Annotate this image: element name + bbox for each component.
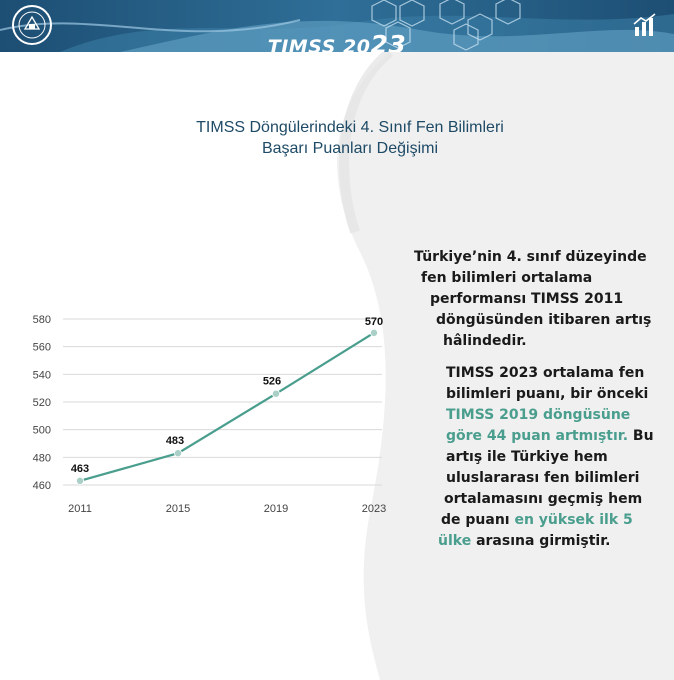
paragraph1-line: hâlindedir. (443, 332, 527, 351)
paragraph2-line: de puanı en yüksek ilk 5 (441, 511, 633, 530)
data-label-2015: 483 (166, 435, 184, 447)
chart-title-line-1: TIMSS Döngülerindeki 4. Sınıf Fen Biliml… (196, 119, 504, 136)
y-tick-label: 500 (33, 425, 51, 437)
body-text: performansı TIMSS 2011 (430, 291, 624, 307)
brand-logo: TIMSS 2023 (267, 30, 407, 52)
data-label-2023: 570 (365, 316, 383, 328)
series-line (79, 331, 375, 482)
highlight-text: en yüksek ilk 5 (514, 512, 633, 528)
chart-title: TIMSS Döngülerindeki 4. Sınıf Fen Biliml… (140, 117, 560, 159)
paragraph1-line: Türkiye’nin 4. sınıf düzeyinde (414, 248, 647, 267)
background-shape (0, 52, 394, 680)
paragraph2-line: ülke arasına girmiştir. (438, 532, 610, 551)
body-text: bilimleri puanı, bir önceki (446, 386, 649, 402)
x-tick-label: 2023 (362, 503, 386, 515)
y-tick-label: 520 (33, 397, 51, 409)
data-label-2019: 526 (263, 376, 281, 388)
body-text: Bu (628, 428, 654, 444)
data-point-2011 (76, 476, 85, 485)
paragraph2-line: bilimleri puanı, bir önceki (446, 385, 648, 404)
data-label-2011: 463 (71, 463, 89, 475)
body-text: hâlindedir. (443, 333, 527, 349)
paragraph2-line: ortalamasını geçmiş hem (444, 490, 642, 509)
body-text: fen bilimleri ortalama (421, 270, 593, 286)
paragraph2-line: uluslararası fen bilimleri (446, 469, 639, 488)
highlight-text: ülke (438, 533, 472, 549)
highlight-text: TIMSS 2019 döngüsüne (446, 407, 631, 423)
data-point-2023 (369, 328, 378, 337)
body-text: arasına girmiştir. (471, 533, 611, 549)
paragraph2-line: TIMSS 2023 ortalama fen (446, 364, 644, 383)
paragraph2-line: artış ile Türkiye hem (446, 448, 608, 467)
paragraph1-line: performansı TIMSS 2011 (430, 290, 623, 309)
y-tick-label: 580 (33, 314, 51, 326)
body-text: döngüsünden itibaren artış (436, 312, 652, 328)
y-tick-label: 460 (33, 480, 51, 492)
body-text: TIMSS 2023 ortalama fen (446, 365, 645, 381)
body-text: uluslararası fen bilimleri (446, 470, 640, 486)
header-banner: TIMSS 2023 (0, 0, 674, 52)
data-point-2015 (173, 449, 182, 458)
body-text: de puanı (441, 512, 515, 528)
x-tick-label: 2019 (264, 503, 288, 515)
data-point-2019 (271, 389, 280, 398)
body-text: ortalamasını geçmiş hem (444, 491, 643, 507)
y-tick-label: 540 (33, 369, 51, 381)
body-text: artış ile Türkiye hem (446, 449, 608, 465)
ministry-emblem-icon (12, 5, 52, 45)
paragraph2-line: TIMSS 2019 döngüsüne (446, 406, 630, 425)
bar-chart-icon (632, 12, 658, 38)
y-tick-label: 480 (33, 452, 51, 464)
body-text: Türkiye’nin 4. sınıf düzeyinde (414, 249, 647, 265)
y-tick-label: 560 (33, 342, 51, 354)
line-chart: 460 480 500 520 540 560 580 2011 2015 2019 2023 463… (33, 314, 387, 515)
chart-title-line-2: Başarı Puanları Değişimi (261, 140, 439, 157)
paragraph2-line: göre 44 puan artmıştır. Bu (446, 427, 654, 446)
x-tick-label: 2015 (166, 503, 190, 515)
highlight-text: göre 44 puan artmıştır. (446, 428, 629, 444)
paragraph1-line: fen bilimleri ortalama (421, 269, 592, 288)
x-tick-label: 2011 (68, 503, 92, 515)
paragraph1-line: döngüsünden itibaren artış (436, 311, 651, 330)
